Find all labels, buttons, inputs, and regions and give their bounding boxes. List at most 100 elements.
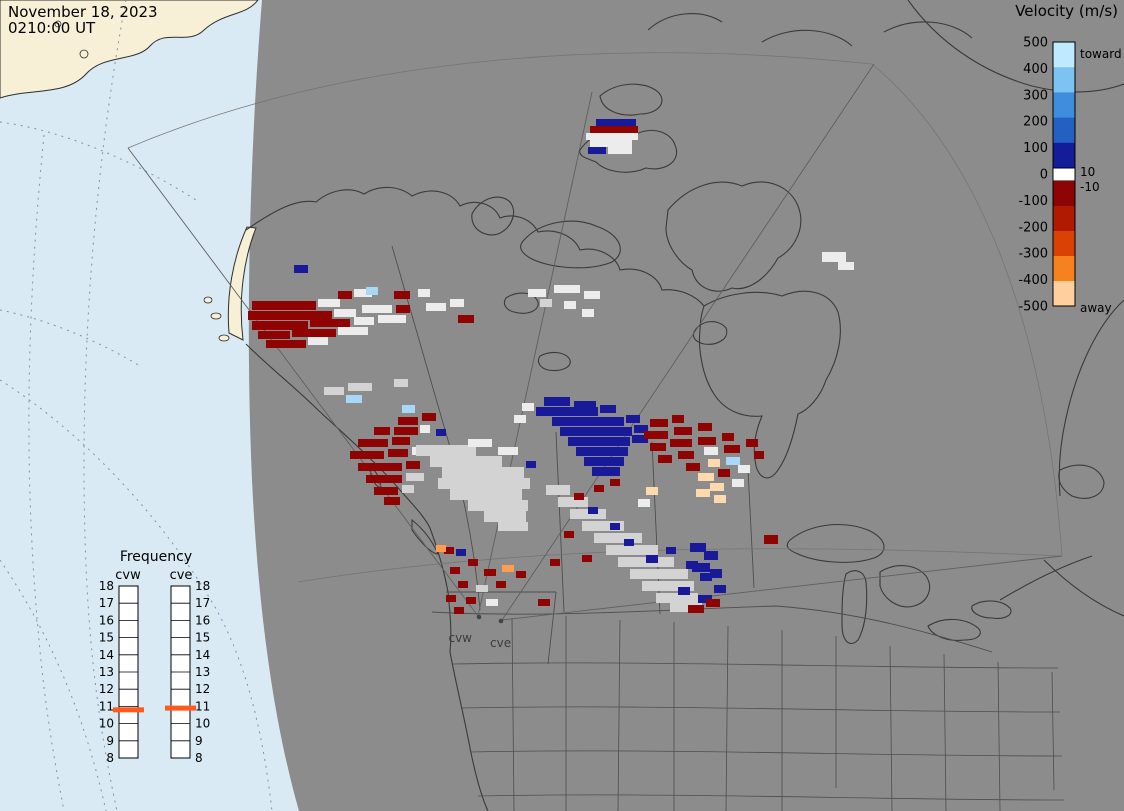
velocity-cell (584, 457, 624, 466)
frequency-tick-label: 11 (99, 699, 114, 713)
velocity-cell (324, 387, 344, 395)
velocity-cell (546, 485, 570, 495)
velocity-cell (384, 497, 400, 505)
velocity-cell (574, 493, 584, 500)
state-borders (451, 616, 1065, 811)
frequency-col-label-cve: cve (170, 568, 193, 583)
velocity-cells-layer (248, 119, 854, 614)
velocity-cell (586, 133, 638, 140)
frequency-tick-label: 14 (195, 648, 210, 662)
velocity-cell (454, 607, 464, 614)
velocity-cell (450, 489, 522, 500)
velocity-cell (588, 507, 598, 514)
velocity-cell (822, 252, 846, 262)
dayside-land (0, 0, 259, 99)
toward-label: toward (1080, 47, 1122, 61)
velocity-cell (334, 309, 356, 317)
velocity-tick-label: 500 (1023, 36, 1048, 51)
velocity-cell (686, 463, 700, 471)
colorbar-segment-away (1053, 281, 1075, 307)
velocity-cell (514, 415, 526, 423)
small-island (203, 296, 213, 304)
frequency-tick-label: 16 (99, 613, 114, 627)
velocity-cell (394, 427, 418, 435)
velocity-cell (438, 478, 530, 489)
velocity-cell (552, 417, 624, 426)
frequency-tick-label: 13 (99, 665, 114, 679)
velocity-cell (670, 603, 702, 612)
frequency-panel: Frequency cvw cve 1817161514131211109818… (99, 549, 211, 765)
velocity-cell (420, 425, 430, 433)
velocity-cell (252, 301, 316, 310)
velocity-legend: Velocity (m/s) toward 10 -10 away 500 400… (1015, 2, 1121, 315)
velocity-cell (732, 479, 744, 487)
velocity-cell (678, 587, 690, 595)
velocity-cell (634, 425, 648, 433)
velocity-cell (310, 319, 350, 327)
velocity-cell (458, 315, 474, 323)
frequency-marker-cvw (113, 707, 144, 713)
small-island (218, 334, 230, 342)
frequency-tick-label: 15 (195, 631, 210, 645)
velocity-cell (630, 569, 688, 579)
velocity-cell (568, 437, 630, 446)
velocity-cell (582, 521, 624, 531)
velocity-cell (444, 547, 454, 554)
velocity-cell (456, 549, 466, 556)
velocity-tick-label: -300 (1018, 247, 1048, 262)
colorbar-segment-toward (1053, 42, 1075, 68)
frequency-tick-label: 15 (99, 631, 114, 645)
colorbar-border (1052, 41, 1076, 307)
velocity-cell (644, 431, 668, 439)
velocity-cell (560, 427, 632, 436)
velocity-cell (498, 447, 518, 455)
frequency-tick-label: 17 (99, 596, 114, 610)
frequency-tick-label: 13 (195, 665, 210, 679)
velocity-cell (666, 547, 676, 554)
velocity-cell (358, 439, 388, 447)
colorbar-segment-toward (1053, 67, 1075, 93)
velocity-cell (350, 451, 384, 459)
velocity-legend-title: Velocity (m/s) (1015, 2, 1118, 20)
velocity-cell (590, 140, 632, 147)
small-island (54, 20, 62, 28)
velocity-cell (708, 459, 720, 467)
frequency-tick-label: 18 (195, 579, 210, 593)
velocity-cell (484, 569, 496, 576)
velocity-cell (398, 417, 418, 425)
velocity-tick-label: 100 (1023, 141, 1048, 156)
ocean-region (0, 0, 299, 811)
velocity-cell (658, 455, 672, 463)
velocity-colorbar (1052, 41, 1076, 307)
velocity-cell (446, 595, 456, 602)
velocity-cell (582, 555, 592, 562)
velocity-cell (698, 595, 712, 603)
velocity-cell (632, 435, 648, 443)
velocity-cell (626, 415, 640, 423)
velocity-cell (650, 443, 666, 451)
velocity-cell (696, 489, 710, 497)
velocity-cell (558, 497, 588, 507)
colorbar-segment-away (1053, 206, 1075, 232)
velocity-tick-label: 0 (1040, 168, 1048, 183)
velocity-cell (550, 559, 560, 566)
radar-site-cvw-dot (476, 614, 482, 620)
frequency-tick-label: 12 (195, 682, 210, 696)
velocity-cell (522, 403, 534, 411)
velocity-cell (466, 597, 476, 604)
velocity-cell (592, 467, 620, 476)
velocity-cell (588, 147, 606, 154)
colorbar-segment-toward (1053, 142, 1075, 169)
velocity-cell (394, 379, 408, 387)
away-label: away (1080, 301, 1112, 315)
velocity-cell (468, 559, 478, 566)
velocity-cell (646, 487, 658, 495)
velocity-cell (362, 305, 392, 313)
colorbar-segment-toward (1053, 92, 1075, 119)
velocity-tick-label: 200 (1023, 115, 1048, 130)
velocity-cell (594, 533, 642, 543)
velocity-cell (496, 581, 506, 588)
velocity-cell (266, 340, 306, 348)
velocity-cell (590, 126, 638, 133)
velocity-tick-label: -200 (1018, 220, 1048, 235)
